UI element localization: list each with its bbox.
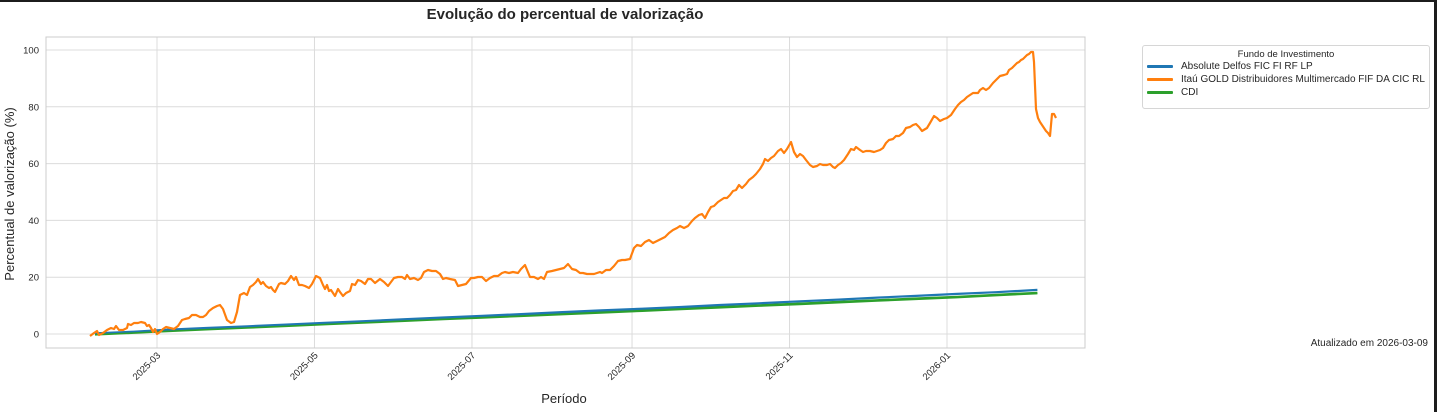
svg-text:2026-01: 2026-01	[921, 350, 953, 382]
svg-text:2025-03: 2025-03	[131, 350, 163, 382]
legend-label: Itaú GOLD Distribuidores Multimercado FI…	[1181, 74, 1425, 85]
legend-label: CDI	[1181, 87, 1199, 98]
svg-text:2025-11: 2025-11	[764, 350, 796, 382]
svg-text:2025-09: 2025-09	[606, 350, 638, 382]
y-tick-labels: 0 20 40 60 80 100	[23, 46, 39, 341]
line-absolute-delfos	[94, 288, 1038, 335]
svg-text:2025-07: 2025-07	[446, 350, 478, 382]
legend-item-absolute-delfos: Absolute Delfos FIC FI RF LP	[1143, 60, 1429, 73]
svg-text:0: 0	[34, 330, 39, 341]
svg-text:60: 60	[28, 159, 39, 170]
svg-text:40: 40	[28, 216, 39, 227]
legend-item-cdi: CDI	[1143, 86, 1429, 99]
legend: Fundo de Investimento Absolute Delfos FI…	[1142, 45, 1430, 109]
legend-swatch-green	[1147, 91, 1173, 94]
updated-annotation: Atualizado em 2026-03-09	[1310, 338, 1428, 349]
y-axis-label: Percentual de valorização (%)	[2, 107, 17, 280]
data-lines	[89, 50, 1057, 337]
line-cdi-overlay	[94, 292, 1038, 336]
x-axis-label: Período	[541, 391, 587, 406]
svg-text:80: 80	[28, 102, 39, 113]
line-itau-gold	[89, 50, 1057, 337]
legend-title: Fundo de Investimento	[1237, 49, 1335, 60]
chart-title: Evolução do percentual de valorização	[426, 6, 704, 23]
axes-frame	[45, 36, 1086, 349]
svg-text:2025-05: 2025-05	[288, 350, 320, 382]
legend-swatch-blue	[1147, 65, 1173, 68]
legend-label: Absolute Delfos FIC FI RF LP	[1181, 61, 1313, 72]
grid-lines	[46, 37, 1085, 348]
svg-text:100: 100	[23, 46, 39, 57]
svg-text:20: 20	[28, 273, 39, 284]
legend-item-itau-gold: Itaú GOLD Distribuidores Multimercado FI…	[1143, 73, 1429, 86]
x-tick-labels: 2025-03 2025-05 2025-07 2025-09 2025-11 2026-…	[131, 350, 953, 382]
legend-swatch-orange	[1147, 78, 1173, 81]
